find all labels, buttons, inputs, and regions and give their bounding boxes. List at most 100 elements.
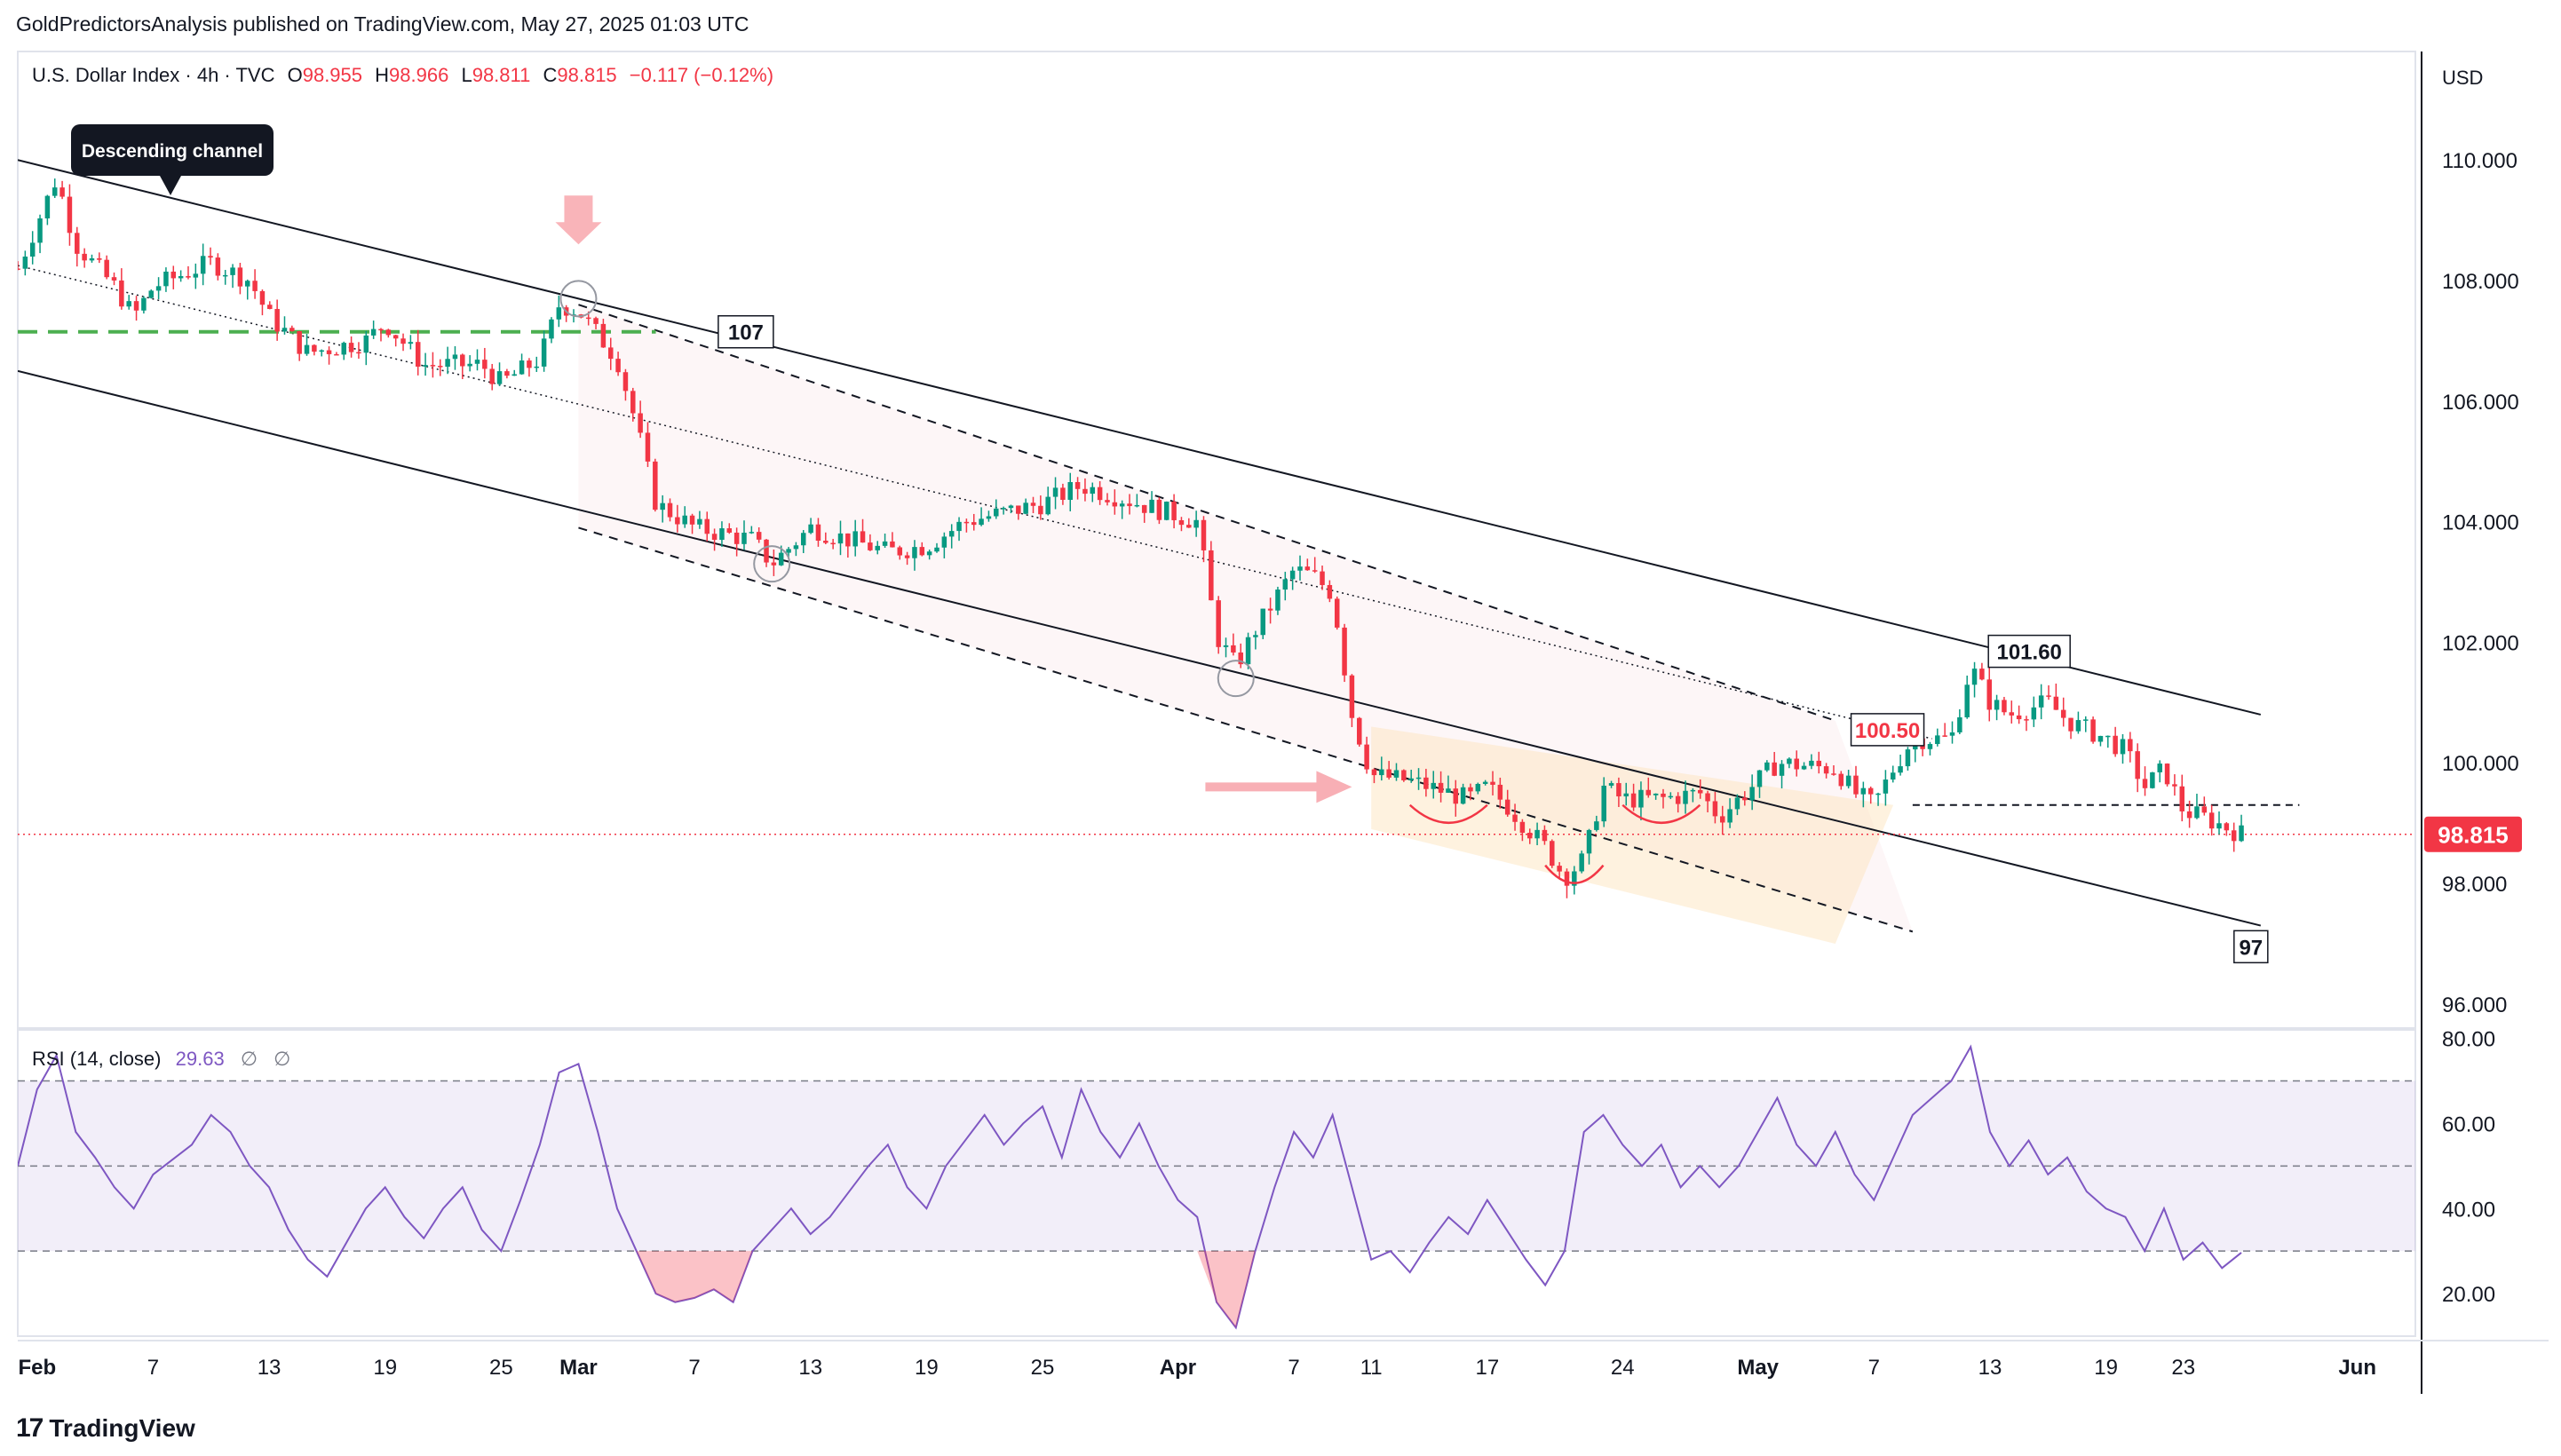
candle-body	[1415, 777, 1422, 779]
candle-body	[2024, 719, 2029, 721]
candle-body	[104, 259, 109, 278]
candle-body	[370, 328, 377, 336]
candle-body	[1379, 769, 1384, 776]
candle-body	[267, 305, 273, 310]
candle-body	[400, 338, 406, 344]
candle	[237, 263, 243, 295]
candle	[697, 510, 702, 529]
candle	[1097, 481, 1103, 505]
candle-body	[1979, 669, 1985, 680]
candle	[44, 194, 51, 226]
price-tick-label: 100.000	[2442, 752, 2519, 776]
candle	[148, 289, 154, 299]
candle-body	[208, 256, 213, 258]
candle-body	[1186, 525, 1192, 528]
time-tick-label: 23	[2171, 1356, 2195, 1380]
candle-body	[1127, 503, 1132, 507]
candle	[1282, 572, 1288, 601]
level-101-60-label-frame	[1987, 634, 2071, 669]
candle	[2201, 796, 2208, 816]
candle	[1942, 723, 1947, 738]
candle-body	[2046, 695, 2051, 697]
candle-body	[126, 301, 131, 307]
candle	[259, 289, 266, 316]
currency-label[interactable]: USD	[2442, 67, 2483, 89]
candle	[600, 319, 607, 348]
time-tick-label: 13	[1978, 1356, 2002, 1380]
candle-body	[697, 518, 702, 525]
level-107-label-text: 107	[728, 321, 764, 345]
candle	[430, 352, 436, 378]
candle-body	[682, 515, 687, 525]
candle-body	[1550, 841, 1555, 866]
candle-body	[1164, 502, 1169, 520]
candle	[941, 532, 947, 558]
candle-body	[1060, 487, 1066, 501]
candle-body	[1994, 700, 2000, 710]
candle-body	[1105, 500, 1110, 502]
candle	[1304, 558, 1311, 571]
candle-body	[1542, 829, 1548, 842]
candle	[1875, 792, 1881, 806]
candle-body	[1141, 504, 1147, 513]
candle	[267, 301, 273, 310]
candle-body	[1052, 487, 1058, 497]
candle	[1497, 777, 1503, 809]
candle-body	[2068, 717, 2073, 732]
candle	[593, 316, 599, 329]
candle-body	[1342, 627, 1347, 676]
candle	[1082, 478, 1088, 502]
candle-body	[1090, 487, 1096, 495]
candle-body	[200, 256, 206, 274]
price-tick-label: 102.000	[2442, 631, 2519, 655]
candle-body	[994, 508, 999, 517]
candle	[356, 342, 361, 360]
candle	[934, 542, 940, 553]
candle-body	[111, 277, 117, 281]
candle-body	[830, 542, 836, 545]
candle-body	[1867, 787, 1874, 795]
candle-body	[689, 515, 695, 525]
candle	[489, 363, 495, 391]
candle-body	[764, 539, 769, 563]
candle-body	[1082, 488, 1088, 495]
candle	[178, 270, 184, 282]
candle	[2157, 760, 2162, 783]
candle-body	[89, 258, 95, 261]
candle-body	[534, 366, 540, 368]
candle-body	[2142, 779, 2148, 788]
price-tick-label: 96.000	[2442, 993, 2507, 1017]
candle-body	[645, 432, 651, 462]
candle	[37, 214, 43, 254]
candle	[2105, 735, 2111, 748]
candle	[615, 352, 621, 376]
candle-body	[2016, 715, 2022, 720]
candle	[963, 518, 970, 533]
price-tick-label: 108.000	[2442, 270, 2519, 294]
candle-body	[653, 461, 658, 510]
candle-body	[778, 552, 784, 566]
candle-body	[1898, 766, 1903, 773]
candle	[1898, 755, 1903, 776]
candle-body	[1957, 716, 1962, 732]
candle	[815, 518, 821, 547]
candle-body	[1986, 679, 1992, 710]
candle-body	[1720, 816, 1725, 823]
channel-mid-line	[18, 265, 1932, 740]
candle	[1638, 781, 1644, 820]
touch-circle-top	[559, 280, 598, 318]
candle	[2224, 822, 2230, 836]
candle	[1401, 769, 1407, 782]
candle-body	[890, 541, 895, 548]
candle-body	[719, 528, 725, 541]
time-tick-label: 17	[1475, 1356, 1499, 1380]
candle	[289, 325, 295, 332]
candle	[1134, 494, 1140, 508]
tradingview-brand[interactable]: 17 TradingView	[16, 1413, 195, 1444]
candle-body	[1623, 793, 1629, 797]
rsi-oversold-fill	[1197, 1251, 1256, 1328]
candle-body	[1349, 675, 1355, 718]
candle	[2075, 711, 2081, 734]
candle-body	[2164, 764, 2170, 785]
candle	[919, 542, 925, 557]
